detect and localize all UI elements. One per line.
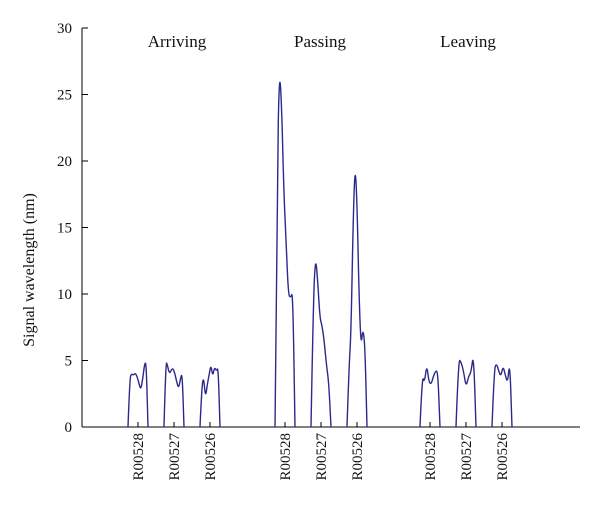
series-line-leaving-r00527 bbox=[455, 359, 477, 428]
y-tick-label: 10 bbox=[57, 287, 72, 303]
x-tick-label: R00528 bbox=[131, 433, 147, 481]
series-line-passing-r00526 bbox=[346, 174, 368, 428]
y-ticks: 0 5 10 15 20 25 30 bbox=[57, 21, 88, 436]
group-label: Passing bbox=[294, 32, 346, 51]
y-tick-label: 30 bbox=[57, 21, 72, 37]
x-tick-label: R00527 bbox=[314, 433, 330, 481]
y-tick-label: 25 bbox=[57, 88, 72, 104]
x-tick-label: R00526 bbox=[495, 433, 511, 481]
series-line-arriving-r00528 bbox=[127, 362, 149, 428]
series-line-passing-r00527 bbox=[310, 263, 332, 428]
series-line-leaving-r00526 bbox=[491, 364, 513, 428]
category-labels: R00528 R00527 R00526 R00528 R00527 R00526 R005… bbox=[131, 433, 511, 481]
x-tick-label: R00528 bbox=[423, 433, 439, 481]
y-tick-label: 5 bbox=[65, 354, 73, 370]
traces bbox=[127, 81, 513, 428]
series-line-arriving-r00527 bbox=[163, 362, 185, 428]
series-line-passing-r00528 bbox=[274, 81, 296, 428]
group-label: Arriving bbox=[148, 32, 207, 51]
group-label: Leaving bbox=[440, 32, 496, 51]
y-tick-label: 20 bbox=[57, 154, 72, 170]
series-line-leaving-r00528 bbox=[419, 368, 441, 428]
y-axis-label: Signal wavelength (nm) bbox=[21, 193, 38, 347]
x-tick-label: R00528 bbox=[278, 433, 294, 481]
y-tick-label: 0 bbox=[65, 420, 73, 436]
x-tick-label: R00527 bbox=[459, 433, 475, 481]
x-tick-label: R00526 bbox=[203, 433, 219, 481]
y-tick-label: 15 bbox=[57, 221, 72, 237]
x-tick-label: R00527 bbox=[167, 433, 183, 481]
x-ticks bbox=[137, 422, 503, 427]
x-tick-label: R00526 bbox=[350, 433, 366, 481]
series-line-arriving-r00526 bbox=[199, 366, 221, 428]
group-labels: Arriving Passing Leaving bbox=[148, 32, 497, 51]
